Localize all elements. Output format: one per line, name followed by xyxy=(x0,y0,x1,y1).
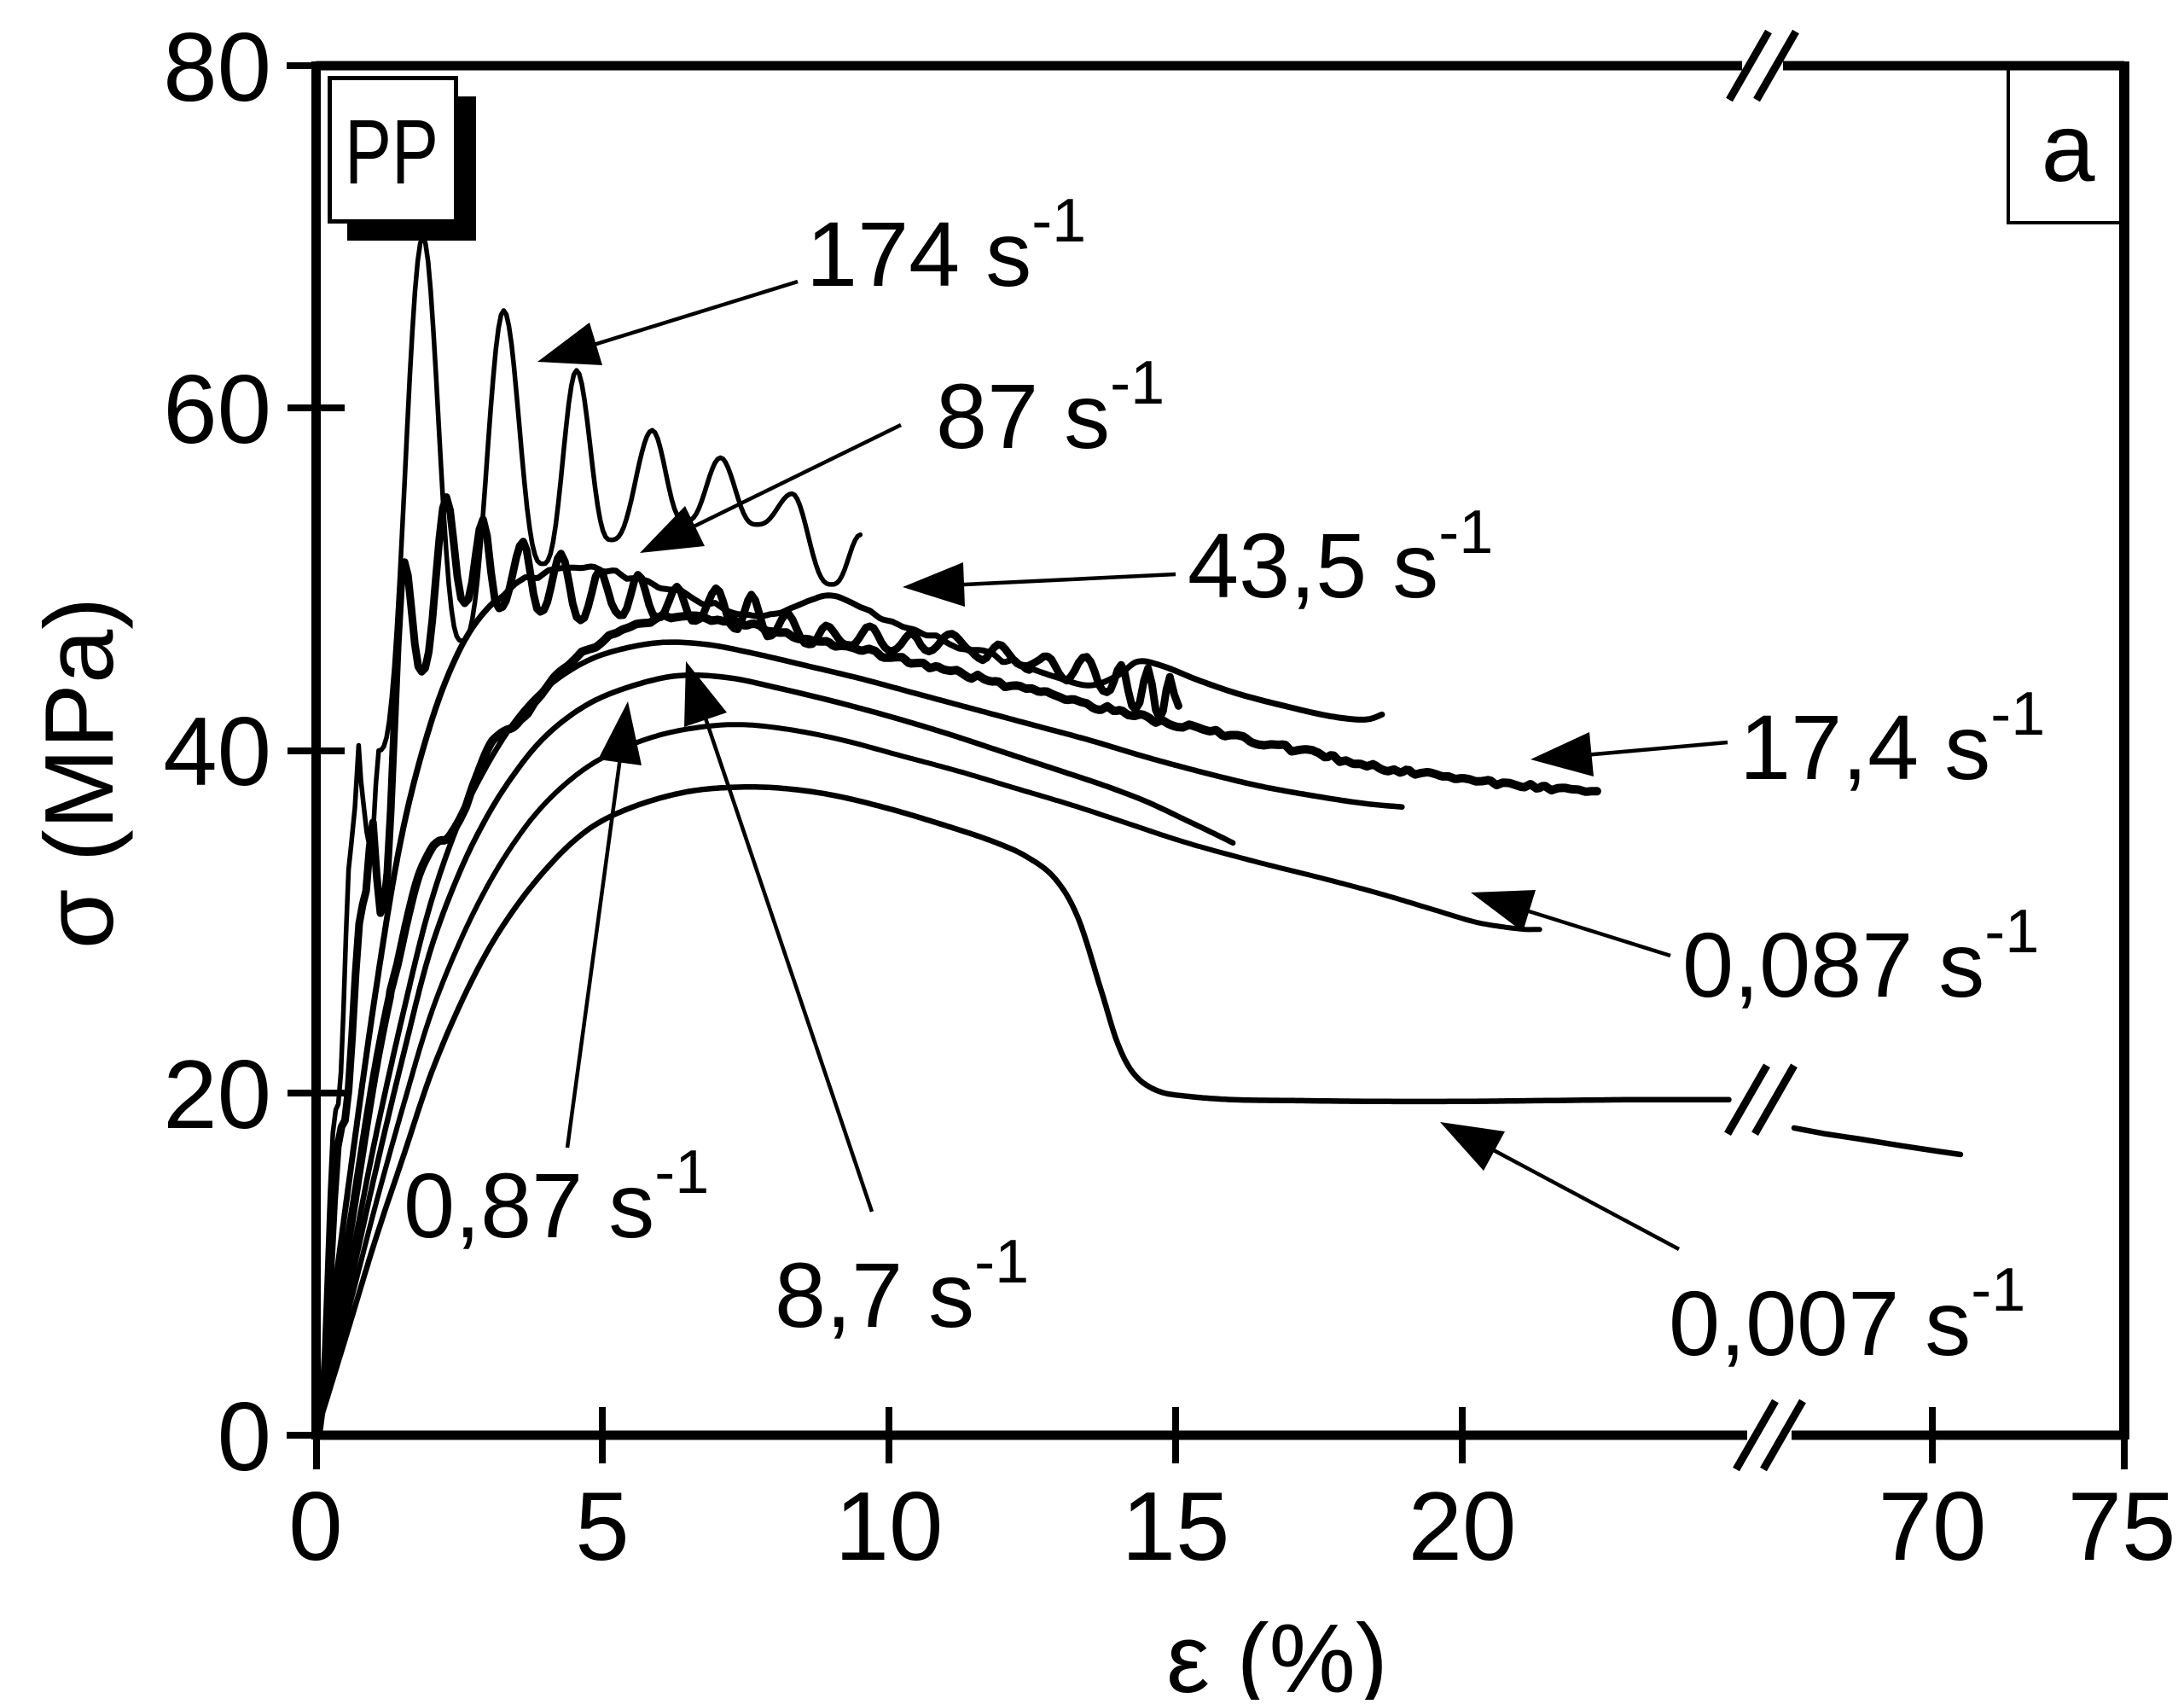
svg-text:a: a xyxy=(2042,94,2095,201)
svg-text:17,4 s-1: 17,4 s-1 xyxy=(1740,680,2045,799)
svg-text:80: 80 xyxy=(163,14,271,122)
svg-text:PP: PP xyxy=(345,100,439,203)
svg-text:σ (MPa): σ (MPa) xyxy=(26,597,134,949)
svg-text:20: 20 xyxy=(163,1041,271,1149)
svg-text:0,087 s-1: 0,087 s-1 xyxy=(1682,898,2039,1016)
svg-text:0: 0 xyxy=(288,1473,342,1581)
svg-text:75: 75 xyxy=(2068,1473,2176,1581)
svg-text:0,007 s-1: 0,007 s-1 xyxy=(1669,1256,2025,1375)
svg-text:5: 5 xyxy=(575,1473,629,1581)
svg-text:0: 0 xyxy=(218,1383,271,1492)
svg-text:10: 10 xyxy=(835,1473,944,1581)
svg-text:ε (%): ε (%) xyxy=(1166,1605,1388,1700)
svg-text:20: 20 xyxy=(1409,1473,1517,1581)
svg-text:40: 40 xyxy=(163,698,271,806)
svg-text:0,87 s-1: 0,87 s-1 xyxy=(404,1138,709,1257)
svg-text:15: 15 xyxy=(1122,1473,1230,1581)
svg-text:60: 60 xyxy=(163,356,271,464)
svg-text:70: 70 xyxy=(1879,1473,1987,1581)
